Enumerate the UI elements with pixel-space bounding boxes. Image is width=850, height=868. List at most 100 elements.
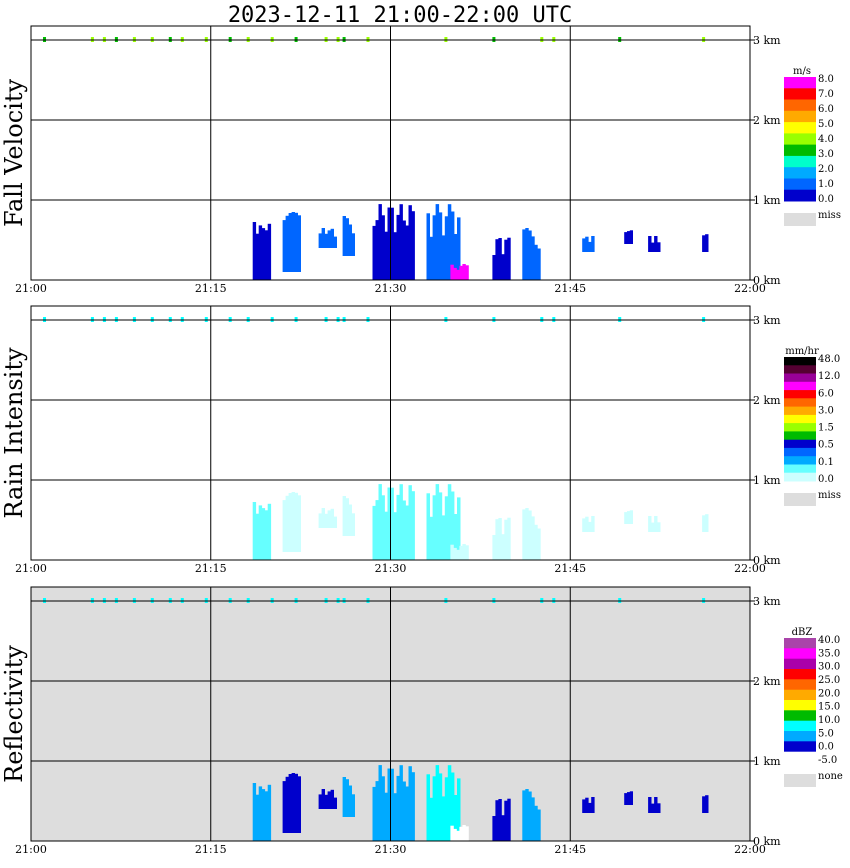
colorbar-swatch bbox=[784, 731, 816, 742]
echo-cell bbox=[294, 212, 298, 272]
echo-cell bbox=[534, 244, 538, 280]
echo-cell bbox=[402, 781, 406, 841]
echo-cell bbox=[438, 492, 443, 560]
colorbar-swatch bbox=[784, 638, 816, 649]
echo-cell bbox=[525, 789, 529, 841]
echo-cell bbox=[435, 765, 440, 841]
echo-cell bbox=[705, 514, 709, 532]
echo-cell bbox=[456, 830, 460, 841]
echo-cell bbox=[457, 778, 461, 841]
x-tick-label: 21:30 bbox=[375, 562, 407, 575]
echo-cell bbox=[285, 495, 289, 552]
colorbar-label: 0.5 bbox=[818, 440, 834, 451]
colorbar-swatch bbox=[784, 189, 816, 202]
y-tick-label: 0 km bbox=[753, 554, 781, 567]
echo-cell bbox=[399, 765, 403, 841]
echo-cell bbox=[318, 233, 322, 248]
echo-cell bbox=[375, 220, 379, 280]
echo-cell bbox=[441, 235, 446, 280]
colorbar-label: 1.5 bbox=[818, 423, 834, 434]
echo-cell bbox=[459, 545, 463, 560]
y-tick-label: 0 km bbox=[753, 835, 781, 848]
echo-cell bbox=[504, 239, 508, 280]
echo-cell bbox=[629, 230, 633, 244]
echo-cell bbox=[654, 797, 658, 813]
y-tick-label: 0 km bbox=[753, 274, 781, 287]
echo-cell bbox=[327, 230, 331, 248]
colorbar-label: 48.0 bbox=[818, 354, 840, 365]
echo-cell bbox=[582, 799, 586, 813]
echo-cell bbox=[327, 791, 331, 809]
echo-cell bbox=[372, 786, 376, 841]
x-tick-label: 21:15 bbox=[195, 282, 227, 295]
echo-cell bbox=[450, 544, 454, 560]
echo-cell bbox=[372, 505, 376, 560]
echo-cell bbox=[408, 485, 412, 560]
echo-cell bbox=[318, 513, 322, 528]
echo-cell bbox=[498, 238, 502, 280]
colorbar-swatch bbox=[784, 689, 816, 701]
echo-cell bbox=[381, 495, 385, 560]
echo-cell bbox=[399, 204, 403, 280]
echo-cell bbox=[627, 231, 631, 244]
echo-cell bbox=[492, 535, 496, 560]
echo-cell bbox=[258, 786, 263, 841]
x-tick-label: 21:00 bbox=[15, 282, 47, 295]
echo-cell bbox=[378, 204, 382, 280]
colorbar-swatch bbox=[784, 456, 816, 465]
colorbar-swatch bbox=[784, 700, 816, 711]
echo-cell bbox=[465, 265, 469, 280]
panel-frame bbox=[30, 25, 751, 281]
echo-cell bbox=[321, 508, 325, 528]
echo-cell bbox=[432, 215, 437, 280]
echo-cell bbox=[591, 516, 595, 532]
echo-cell bbox=[390, 768, 394, 841]
colorbar-swatch bbox=[784, 155, 816, 168]
echo-cell bbox=[648, 797, 652, 813]
echo-cell bbox=[396, 214, 400, 280]
echo-cell bbox=[528, 510, 532, 560]
echo-cell bbox=[629, 791, 633, 805]
x-tick-label: 21:00 bbox=[15, 562, 47, 575]
panel-ylabel: Fall Velocity bbox=[0, 79, 28, 228]
echo-cell bbox=[459, 265, 463, 280]
echo-cell bbox=[657, 242, 661, 252]
echo-cell bbox=[378, 484, 382, 560]
echo-cell bbox=[375, 500, 379, 560]
colorbar-swatch bbox=[784, 439, 816, 449]
echo-cell bbox=[261, 508, 266, 560]
echo-cell bbox=[432, 776, 437, 841]
echo-cell bbox=[348, 785, 352, 817]
colorbar-label: 5.0 bbox=[818, 119, 834, 130]
echo-cell bbox=[288, 774, 292, 833]
echo-cell bbox=[408, 766, 412, 841]
echo-cell bbox=[330, 508, 334, 528]
echo-cell bbox=[654, 516, 658, 532]
echo-cell bbox=[267, 503, 272, 560]
colorbar-label: 1.0 bbox=[818, 179, 834, 190]
echo-cell bbox=[447, 765, 452, 841]
echo-cell bbox=[585, 516, 589, 532]
colorbar-miss-label: none bbox=[818, 771, 843, 782]
echo-cell bbox=[342, 496, 346, 536]
colorbar-miss-label: miss bbox=[818, 210, 841, 221]
echo-cell bbox=[462, 825, 466, 841]
echo-cell bbox=[384, 511, 388, 560]
echo-cell bbox=[654, 236, 658, 252]
echo-cell bbox=[258, 505, 263, 560]
colorbar-label: 10.0 bbox=[818, 715, 840, 726]
echo-cell bbox=[702, 515, 706, 532]
y-tick-label: 2 km bbox=[753, 394, 781, 407]
echo-cell bbox=[501, 815, 505, 841]
echo-cell bbox=[537, 528, 541, 560]
echo-cell bbox=[522, 509, 526, 560]
echo-cell bbox=[624, 793, 628, 805]
echo-cell bbox=[504, 800, 508, 841]
echo-cell bbox=[348, 224, 352, 256]
colorbar-label: 15.0 bbox=[818, 702, 840, 713]
echo-cell bbox=[585, 797, 589, 813]
colorbar-swatch bbox=[784, 751, 816, 763]
echo-cell bbox=[342, 777, 346, 817]
echo-cell bbox=[498, 799, 502, 841]
echo-cell bbox=[264, 230, 269, 280]
